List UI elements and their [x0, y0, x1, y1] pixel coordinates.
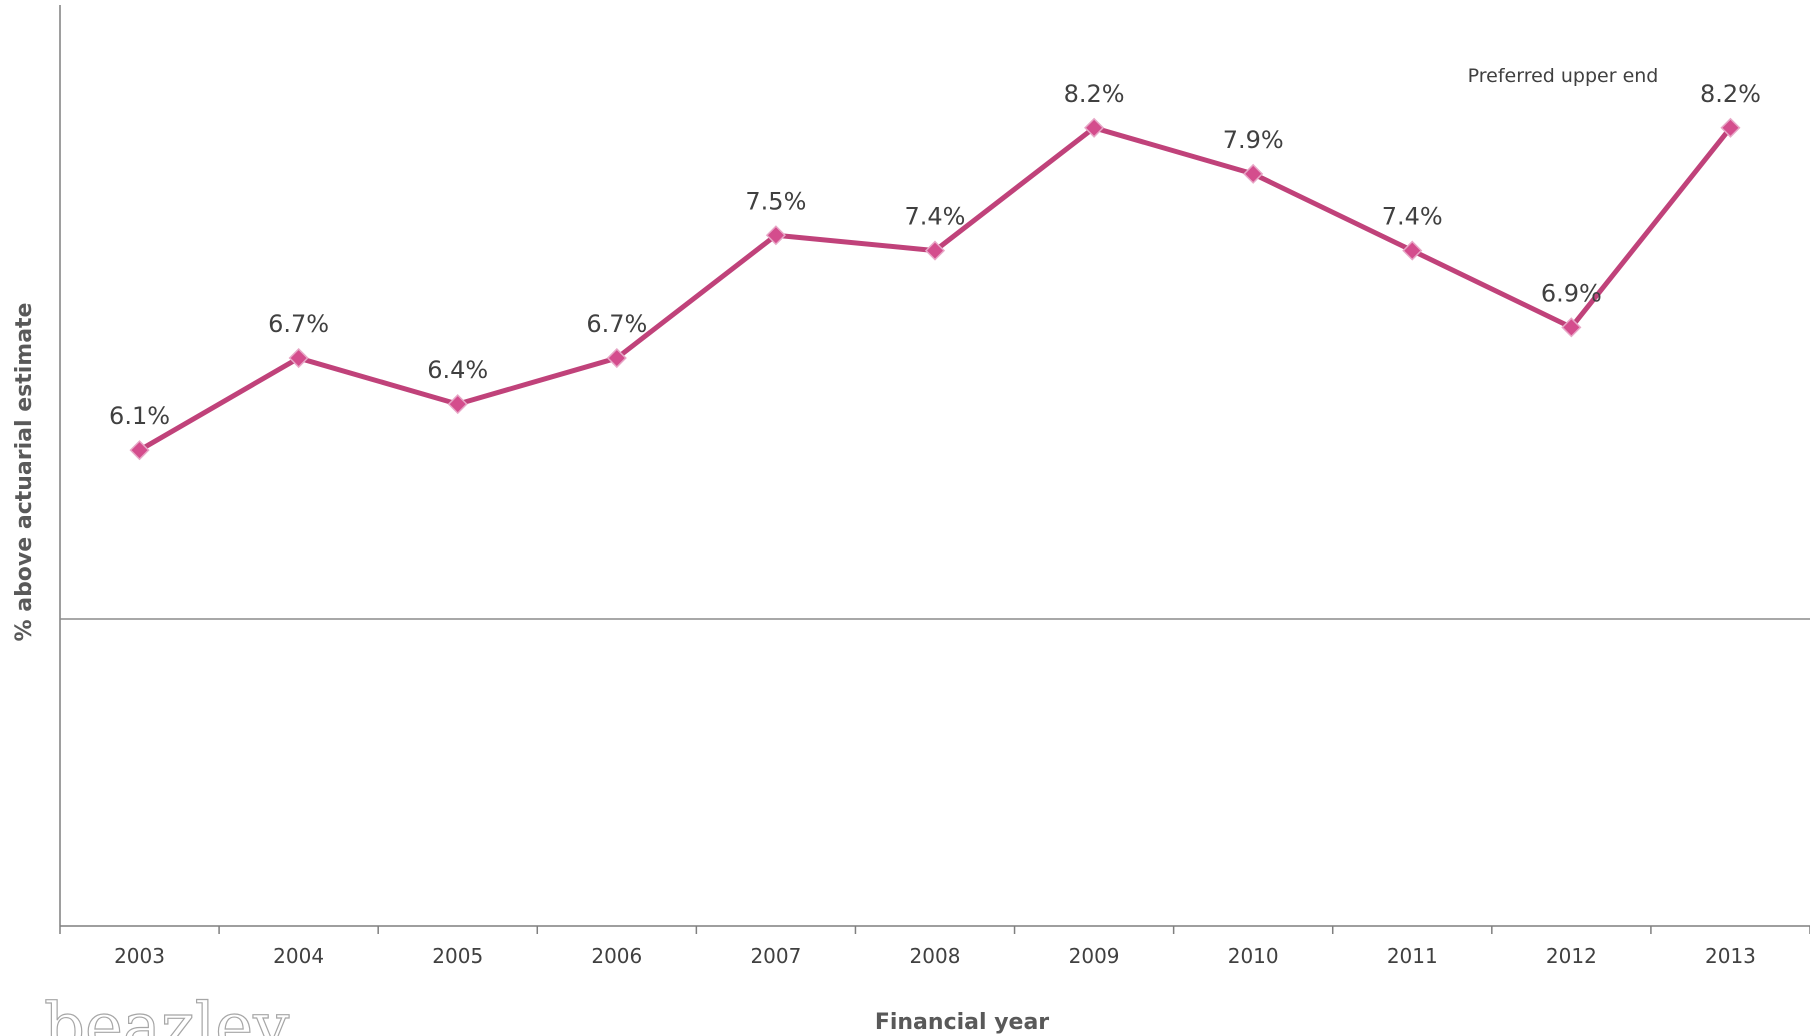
data-labels: 6.1% 6.7% 6.4% 6.7% 7.5% 7.4% 8.2% 7.9% 7.4% 6.9%… [109, 80, 1761, 430]
data-label-2009: 8.2% [1064, 80, 1125, 108]
data-point-2010 [1243, 163, 1264, 184]
data-point-2008 [924, 240, 946, 261]
data-point-2004 [288, 347, 309, 369]
data-point-2011 [1402, 240, 1423, 261]
x-tick-label-2005: 2005 [432, 944, 483, 968]
x-ticks: 2003 2004 2005 2006 2007 2008 2009 2010 2011 2012… [59, 926, 1810, 968]
series [129, 117, 1741, 461]
x-tick-label-2008: 2008 [910, 944, 961, 968]
data-point-2003 [129, 440, 150, 461]
series-line [138, 125, 1733, 453]
x-tick-label-2010: 2010 [1228, 944, 1279, 968]
data-label-2003: 6.1% [109, 402, 170, 430]
data-label-2008: 7.4% [905, 203, 966, 231]
data-point-2012 [1561, 317, 1582, 338]
x-tick-label-2003: 2003 [114, 944, 165, 968]
data-label-2012: 6.9% [1541, 279, 1602, 307]
x-tick-label-2012: 2012 [1546, 944, 1597, 968]
x-tick-label-2011: 2011 [1387, 944, 1438, 968]
axes [59, 5, 1810, 927]
data-point-2007 [765, 225, 786, 246]
data-label-2004: 6.7% [268, 310, 329, 338]
data-label-2007: 7.5% [745, 187, 806, 215]
annotation-preferred-upper-end: Preferred upper end [1468, 65, 1659, 87]
x-axis-title: Financial year [875, 1010, 1049, 1035]
x-tick-label-2009: 2009 [1069, 944, 1120, 968]
x-tick-label-2004: 2004 [273, 944, 324, 968]
x-tick-label-2007: 2007 [750, 944, 801, 968]
data-point-2005 [447, 394, 468, 415]
x-tick-label-2013: 2013 [1705, 944, 1756, 968]
beazley-logo: beazley [44, 990, 289, 1036]
data-point-2009 [1084, 117, 1105, 138]
data-point-2013 [1720, 117, 1741, 138]
data-label-2006: 6.7% [586, 310, 647, 338]
data-point-2006 [606, 347, 627, 369]
data-label-2005: 6.4% [427, 356, 488, 384]
data-label-2010: 7.9% [1223, 126, 1284, 154]
x-tick-label-2006: 2006 [591, 944, 642, 968]
data-label-2013: 8.2% [1700, 80, 1761, 108]
y-axis-title: % above actuarial estimate [12, 303, 37, 642]
data-label-2011: 7.4% [1382, 203, 1443, 231]
